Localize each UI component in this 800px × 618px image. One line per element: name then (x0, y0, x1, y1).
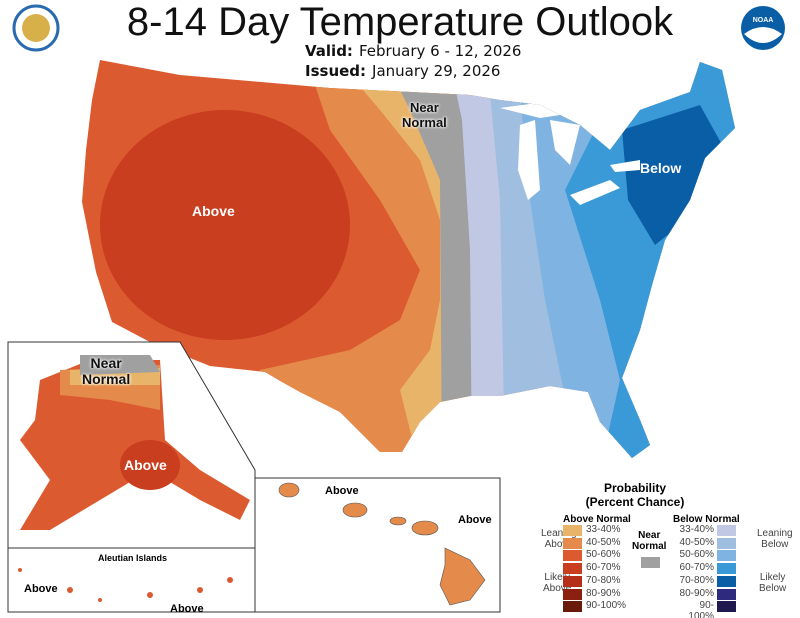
legend-swatch-above-2 (563, 550, 582, 562)
legend-swatch-below-4 (717, 575, 736, 587)
valid-value: February 6 - 12, 2026 (358, 42, 522, 60)
legend-range-above-3: 60-70% (586, 562, 621, 574)
legend-range-below-5: 80-90% (679, 587, 714, 599)
aleutian-above-label-2: Above (170, 603, 204, 615)
legend-above-header: Above Normal (563, 514, 631, 525)
legend-range-below-3: 60-70% (679, 562, 714, 574)
aleutian-above-label-1: Above (24, 583, 58, 595)
legend-swatch-below-5 (717, 588, 736, 600)
alaska-zones (20, 355, 250, 530)
legend-range-above-6: 90-100% (586, 600, 627, 612)
near-normal-label: Near Normal (402, 100, 447, 130)
issued-label: Issued: (305, 62, 367, 80)
hawaii-above-label-2: Above (458, 514, 492, 526)
legend-swatch-above-1 (563, 537, 582, 549)
legend-near-swatch (641, 557, 660, 568)
legend-range-above-2: 50-60% (586, 549, 621, 561)
page-title: 8-14 Day Temperature Outlook (126, 0, 674, 44)
legend-swatch-below-0 (717, 525, 736, 536)
legend-range-above-4: 70-80% (586, 574, 621, 586)
legend-swatch-above-3 (563, 563, 582, 575)
legend-swatch-below-3 (717, 563, 736, 575)
legend-swatch-above-5 (563, 588, 582, 600)
legend-range-below-4: 70-80% (679, 574, 714, 586)
legend-near-header: Near Normal (632, 530, 667, 552)
hawaii-islands (278, 482, 486, 606)
alaska-above-label: Above (124, 457, 167, 473)
aleutian-title: Aleutian Islands (98, 553, 168, 563)
legend-range-above-5: 80-90% (586, 587, 621, 599)
legend-swatch-above-6 (563, 601, 582, 613)
above-label: Above (192, 203, 235, 219)
legend-range-below-6: 90-100% (688, 600, 714, 618)
legend-swatch-below-1 (717, 537, 736, 549)
valid-dates: Valid: February 6 - 12, 2026 (305, 42, 521, 60)
zone-above-60-70 (100, 110, 350, 340)
noaa-logo: NOAA (741, 6, 785, 50)
likely-below-label: Likely Below (759, 572, 787, 594)
legend-swatch-below-6 (717, 601, 736, 613)
legend-below-header: Below Normal (673, 514, 740, 525)
alaska-near-normal-label: Near Normal (82, 355, 131, 387)
leaning-above-label: Leaning Above (541, 528, 577, 550)
likely-above-label: Likely Above (543, 572, 572, 594)
legend-swatch-below-2 (717, 550, 736, 562)
issued-value: January 29, 2026 (372, 62, 501, 80)
legend-swatch-above-4 (563, 575, 582, 587)
aleutian-islands (18, 568, 233, 602)
legend-swatch-above-0 (563, 525, 582, 536)
legend-range-above-0: 33-40% (586, 524, 621, 535)
legend-range-above-1: 40-50% (586, 536, 621, 548)
legend-title: Probability (Percent Chance) (585, 481, 685, 509)
below-label: Below (640, 160, 682, 176)
commerce-seal-logo (12, 4, 60, 52)
zone-below-70-80 (622, 105, 725, 245)
aleutian-inset-frame (7, 547, 256, 613)
svg-text:NOAA: NOAA (753, 17, 774, 24)
hawaii-above-label-1: Above (325, 485, 359, 497)
issued-date: Issued: January 29, 2026 (305, 62, 500, 80)
valid-label: Valid: (305, 42, 353, 60)
legend-range-below-2: 50-60% (679, 549, 714, 561)
legend-range-below-0: 33-40% (679, 524, 714, 535)
leaning-below-label: Leaning Below (757, 528, 793, 550)
legend-range-below-1: 40-50% (679, 536, 714, 548)
